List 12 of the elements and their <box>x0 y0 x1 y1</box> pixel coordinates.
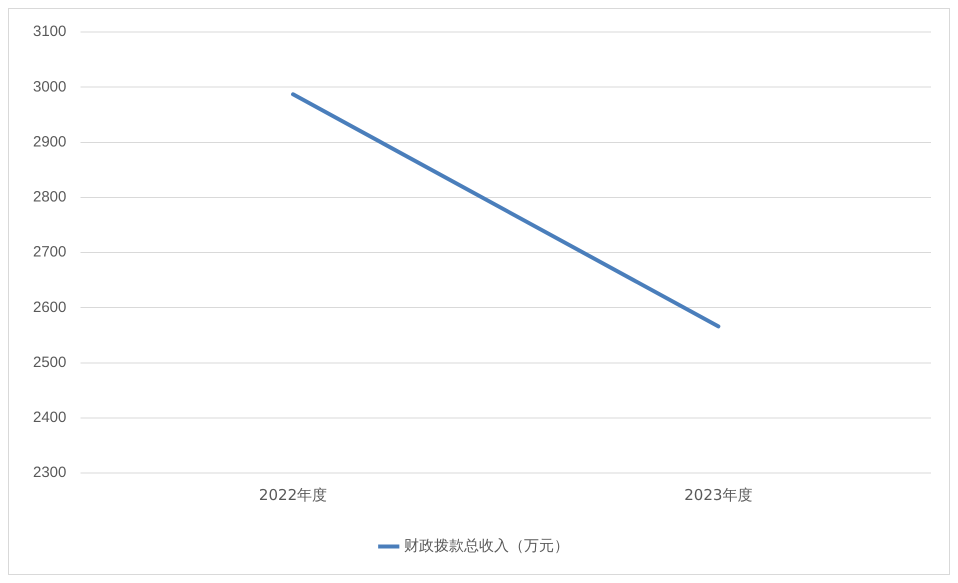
y-tick-label: 2900 <box>32 133 66 150</box>
y-tick-label: 2500 <box>32 354 66 371</box>
x-tick-label: 2023年度 <box>684 486 752 504</box>
y-tick-label: 2800 <box>32 188 66 206</box>
y-tick-label: 2300 <box>32 464 66 482</box>
x-tick-label: 2022年度 <box>258 486 328 504</box>
y-tick-label: 3000 <box>32 78 66 96</box>
y-tick-label: 2600 <box>32 298 66 316</box>
y-tick-label: 2700 <box>32 244 66 261</box>
y-tick-label: 2400 <box>32 409 66 426</box>
legend-label: 财政拨款总收入（万元） <box>404 536 569 554</box>
y-tick-label: 3100 <box>32 23 66 40</box>
